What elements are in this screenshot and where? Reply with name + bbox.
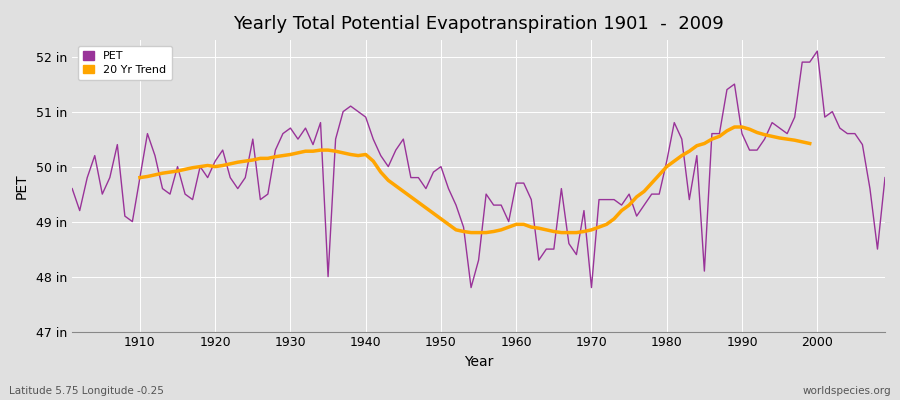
PET	[511, 181, 522, 186]
X-axis label: Year: Year	[464, 355, 493, 369]
PET	[518, 181, 529, 186]
Text: Latitude 5.75 Longitude -0.25: Latitude 5.75 Longitude -0.25	[9, 386, 164, 396]
Line: PET: PET	[72, 51, 885, 288]
PET	[338, 109, 348, 114]
PET	[812, 49, 823, 54]
PET	[127, 219, 138, 224]
20 Yr Trend	[601, 222, 612, 227]
Line: 20 Yr Trend: 20 Yr Trend	[140, 127, 810, 232]
Y-axis label: PET: PET	[15, 173, 29, 199]
PET	[465, 285, 476, 290]
Text: worldspecies.org: worldspecies.org	[803, 386, 891, 396]
20 Yr Trend	[338, 150, 348, 155]
PET	[879, 175, 890, 180]
Legend: PET, 20 Yr Trend: PET, 20 Yr Trend	[77, 46, 172, 80]
PET	[67, 186, 77, 191]
20 Yr Trend	[503, 225, 514, 230]
20 Yr Trend	[292, 150, 303, 155]
20 Yr Trend	[511, 222, 522, 227]
Title: Yearly Total Potential Evapotranspiration 1901  -  2009: Yearly Total Potential Evapotranspiratio…	[233, 15, 724, 33]
PET	[292, 137, 303, 142]
PET	[608, 197, 619, 202]
